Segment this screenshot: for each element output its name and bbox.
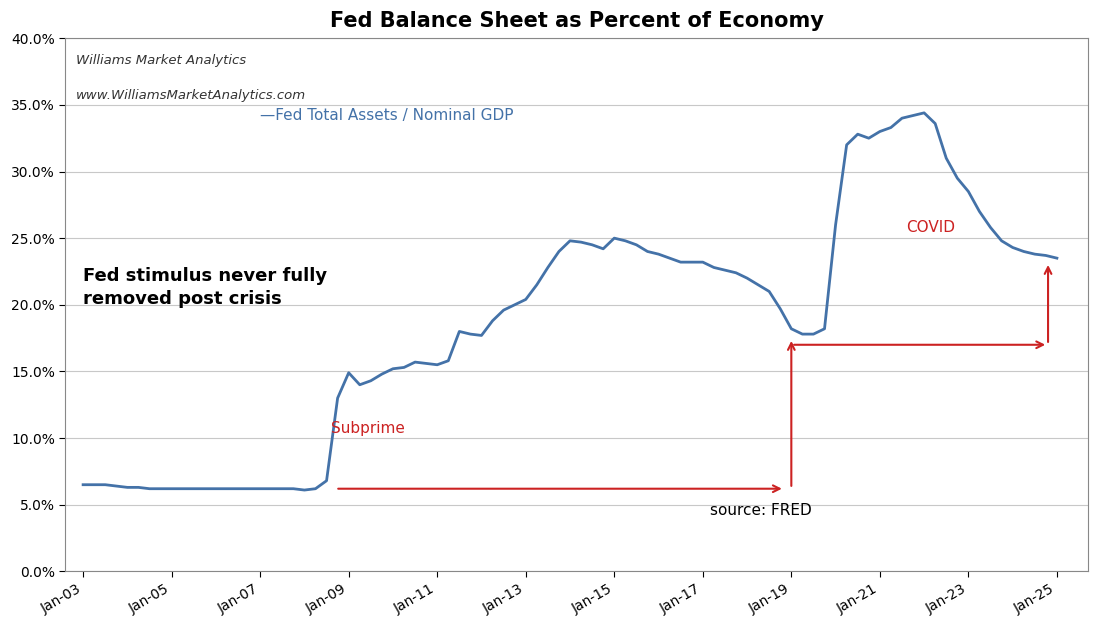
Text: source: FRED: source: FRED <box>710 503 811 518</box>
Text: Fed stimulus never fully
removed post crisis: Fed stimulus never fully removed post cr… <box>84 266 328 308</box>
Title: Fed Balance Sheet as Percent of Economy: Fed Balance Sheet as Percent of Economy <box>330 11 823 31</box>
Text: www.WilliamsMarketAnalytics.com: www.WilliamsMarketAnalytics.com <box>76 89 306 102</box>
Text: COVID: COVID <box>907 220 955 235</box>
Text: —Fed Total Assets / Nominal GDP: —Fed Total Assets / Nominal GDP <box>259 108 513 123</box>
Text: Williams Market Analytics: Williams Market Analytics <box>76 54 246 67</box>
Text: Subprime: Subprime <box>331 421 404 436</box>
